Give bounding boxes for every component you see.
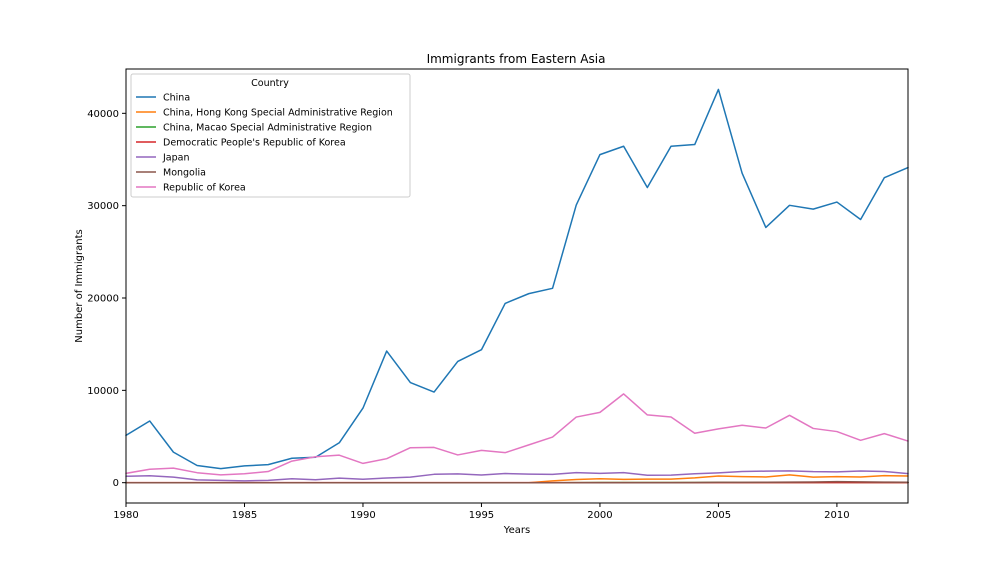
x-tick-label: 2000 (587, 510, 612, 521)
y-axis: 0 10000 20000 30000 40000 (87, 109, 126, 489)
y-tick-label: 0 (113, 478, 119, 489)
legend-title: Country (251, 78, 289, 89)
legend: Country China China, Hong Kong Special Ad… (130, 73, 411, 198)
legend-label: Japan (162, 153, 190, 164)
series-line-6 (125, 393, 909, 476)
x-tick-label: 1985 (232, 510, 257, 521)
series-line-4 (125, 470, 909, 482)
x-axis-label: Years (503, 525, 530, 536)
y-tick-label: 20000 (87, 294, 119, 305)
y-tick-label: 10000 (87, 386, 119, 397)
legend-box (130, 73, 411, 198)
series-line-0 (125, 88, 909, 470)
legend-label: Democratic People's Republic of Korea (163, 138, 346, 149)
plot-frame (125, 68, 909, 504)
x-tick-label: 2010 (824, 510, 849, 521)
x-tick-label: 1980 (113, 510, 138, 521)
legend-label: China, Hong Kong Special Administrative … (163, 108, 393, 119)
y-tick-label: 30000 (87, 201, 119, 212)
legend-label: Republic of Korea (163, 183, 246, 194)
series-line-5 (125, 480, 909, 484)
x-tick-label: 1995 (469, 510, 494, 521)
legend-label: China, Macao Special Administrative Regi… (163, 123, 372, 134)
legend-items: China China, Hong Kong Special Administra… (136, 93, 393, 194)
x-tick-label: 2005 (706, 510, 731, 521)
y-axis-label: Number of Immigrants (74, 229, 85, 342)
legend-label: China (163, 93, 190, 104)
x-tick-label: 1990 (350, 510, 375, 521)
y-tick-label: 40000 (87, 109, 119, 120)
x-axis: 1980 1985 1990 1995 2000 2005 2010 (113, 503, 850, 521)
series-layer (125, 88, 909, 484)
legend-label: Mongolia (163, 168, 206, 179)
chart-title: Immigrants from Eastern Asia (427, 52, 606, 66)
